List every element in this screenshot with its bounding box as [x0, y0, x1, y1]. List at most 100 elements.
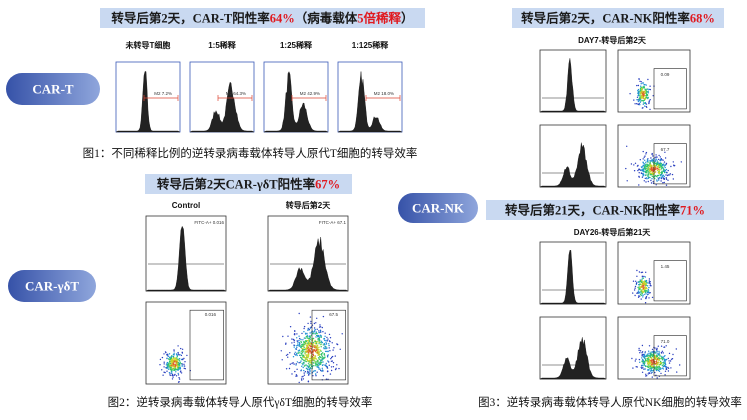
histogram — [267, 236, 349, 292]
event-dot — [664, 151, 666, 153]
event-dot — [632, 280, 635, 282]
event-dot — [306, 337, 308, 339]
event-dot — [170, 357, 173, 359]
event-dot — [176, 355, 178, 358]
panel-subtitle: DAY7-转导后第2天 — [578, 35, 647, 45]
event-dot — [662, 159, 664, 161]
event-dot — [651, 376, 653, 378]
event-dot — [645, 170, 648, 172]
event-dot — [167, 368, 170, 370]
event-dot — [641, 168, 644, 170]
event-dot — [300, 350, 302, 352]
section-pill — [398, 193, 478, 223]
header-segment: （病毒载体 — [295, 11, 358, 26]
event-dot — [637, 286, 639, 289]
event-dot — [305, 360, 307, 363]
event-dot — [294, 354, 297, 356]
panel-subtitle: DAY26-转导后第21天 — [574, 227, 652, 237]
event-dot — [644, 360, 646, 363]
event-dot — [639, 96, 641, 98]
event-dot — [673, 164, 675, 166]
event-dot — [650, 357, 653, 359]
event-dot — [312, 357, 315, 359]
event-dot — [655, 368, 657, 371]
event-dot — [654, 157, 656, 159]
event-dot — [662, 166, 664, 169]
event-dot — [159, 364, 161, 366]
event-dot — [642, 287, 645, 289]
event-dot — [647, 78, 649, 81]
event-dot — [663, 161, 666, 163]
event-dot — [634, 162, 637, 164]
event-dot — [309, 327, 311, 329]
event-dot — [322, 352, 324, 354]
event-dot — [641, 172, 643, 175]
event-dot — [324, 339, 326, 342]
event-dot — [646, 178, 648, 180]
event-dot — [304, 371, 307, 373]
event-dot — [180, 354, 183, 357]
event-dot — [318, 335, 320, 338]
event-dot — [644, 302, 647, 304]
event-dot — [652, 181, 654, 183]
event-dot — [664, 360, 666, 362]
event-dot — [648, 164, 650, 166]
event-dot — [315, 332, 317, 334]
event-dot — [658, 165, 660, 167]
event-dot — [301, 343, 303, 346]
event-dot — [663, 181, 665, 184]
event-dot — [316, 349, 318, 352]
event-dot — [663, 170, 665, 172]
event-dot — [300, 340, 302, 343]
event-dot — [643, 291, 645, 293]
event-dot — [664, 166, 666, 169]
event-dot — [638, 172, 640, 174]
event-dot — [312, 354, 315, 357]
event-dot — [176, 354, 179, 356]
event-dot — [179, 368, 181, 370]
plot-frame — [539, 316, 607, 380]
event-dot — [312, 362, 315, 364]
event-dot — [651, 365, 653, 368]
histogram — [337, 71, 403, 133]
event-dot — [639, 361, 641, 363]
event-dot — [654, 352, 657, 354]
event-dot — [171, 359, 174, 362]
event-dot — [652, 365, 654, 368]
event-dot — [298, 345, 300, 347]
event-dot — [644, 83, 646, 86]
event-dot — [333, 347, 335, 349]
event-dot — [635, 366, 637, 368]
event-dot — [651, 178, 653, 180]
event-dot — [309, 364, 311, 366]
event-dot — [648, 362, 650, 364]
event-dot — [642, 291, 644, 293]
event-dot — [646, 355, 648, 357]
event-dot — [325, 362, 327, 365]
event-dot — [654, 168, 656, 170]
event-dot — [328, 347, 330, 349]
event-dot — [297, 352, 299, 354]
event-dot — [645, 279, 648, 282]
event-dot — [664, 364, 666, 367]
event-dot — [645, 163, 647, 165]
event-dot — [646, 164, 648, 166]
event-dot — [638, 271, 641, 273]
event-dot — [171, 372, 173, 374]
event-dot — [294, 348, 297, 350]
event-dot — [302, 341, 305, 343]
event-dot — [324, 365, 327, 367]
event-dot — [654, 174, 656, 177]
event-dot — [321, 326, 323, 329]
gate-box — [653, 68, 687, 110]
event-dot — [304, 348, 306, 351]
event-dot — [646, 358, 649, 360]
event-dot — [303, 350, 305, 352]
event-dot — [651, 165, 653, 167]
event-dot — [670, 367, 672, 369]
histogram — [539, 142, 607, 188]
event-dot — [172, 369, 174, 371]
section-label: CAR-NK — [412, 201, 465, 216]
event-dot — [176, 366, 179, 368]
